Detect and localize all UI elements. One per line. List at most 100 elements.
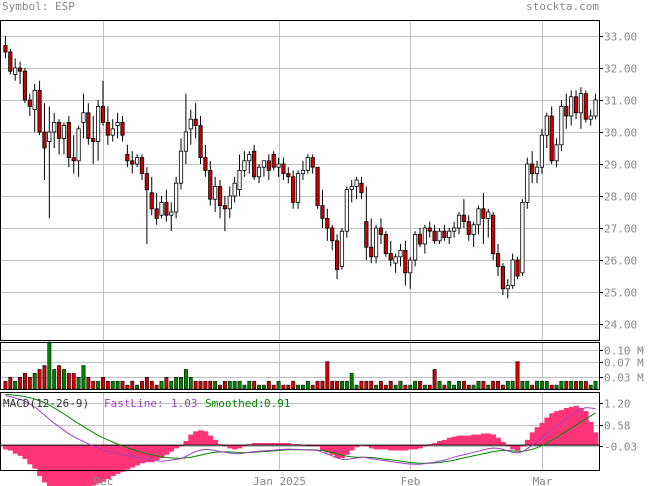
macd-tick-label: 0.58: [604, 420, 631, 433]
candle-body: [461, 214, 466, 222]
macd-histogram-bar: [519, 445, 526, 447]
volume-bar: [296, 384, 301, 390]
macd-histogram-bar: [310, 445, 316, 447]
candle-body: [247, 153, 252, 162]
volume-bar: [42, 365, 47, 390]
volume-bar: [291, 380, 296, 390]
candle-body: [159, 201, 164, 216]
candle-body: [505, 285, 510, 290]
candle-body: [310, 157, 315, 168]
volume-bar: [549, 384, 554, 390]
candle-body: [86, 112, 91, 139]
volume-bar: [569, 380, 574, 390]
volume-bar: [276, 380, 281, 390]
volume-bar: [393, 384, 398, 390]
macd-histogram-bar: [593, 432, 599, 446]
candle-body: [315, 166, 320, 206]
volume-bar: [281, 384, 286, 390]
volume-bar: [471, 384, 476, 390]
price-tick-label: 31.00: [604, 95, 637, 108]
candle-body: [154, 208, 159, 219]
volume-bar: [588, 384, 593, 390]
candle-body: [398, 249, 403, 258]
macd-histogram-bar: [202, 431, 209, 446]
candle-body: [81, 112, 86, 123]
candle-body: [349, 185, 354, 190]
candle-body: [515, 259, 520, 277]
macd-histogram-bar: [393, 445, 399, 451]
macd-histogram-bar: [485, 433, 492, 446]
macd-histogram-bar: [320, 445, 326, 451]
volume-bar: [213, 380, 218, 390]
site-label[interactable]: stockta.com: [526, 0, 599, 13]
macd-histogram-bar: [110, 445, 116, 477]
macd-smooth-label: Smoothed:: [205, 397, 265, 410]
macd-histogram-bar: [398, 445, 404, 451]
volume-bar: [203, 380, 208, 390]
candle-body: [500, 265, 505, 290]
macd-histogram-bar: [495, 437, 501, 446]
macd-histogram-bar: [554, 411, 560, 446]
candle-body: [295, 173, 301, 203]
macd-histogram-bar: [217, 444, 223, 446]
candle-body: [452, 227, 457, 232]
macd-histogram-bar: [568, 406, 575, 446]
grid-layer: [0, 20, 599, 470]
candle-body: [383, 233, 388, 254]
macd-histogram-bar: [227, 445, 233, 449]
macd-histogram-bar: [193, 431, 199, 446]
macd-histogram-bar: [105, 445, 111, 480]
macd-histogram-bar: [480, 433, 487, 446]
candle-body: [476, 208, 481, 226]
volume-bar: [388, 380, 393, 390]
symbol-label: Symbol: ESP: [2, 0, 75, 13]
candle-body: [593, 99, 598, 117]
macd-histogram-bar: [285, 443, 292, 446]
macd-tick-label: -0.03: [604, 441, 637, 454]
candle-body: [364, 221, 369, 248]
candle-body: [374, 227, 379, 258]
volume-bar: [578, 380, 583, 390]
volume-bar: [154, 384, 159, 390]
candle-body: [456, 214, 462, 229]
candle-body: [203, 157, 208, 171]
candle-body: [110, 128, 115, 136]
volume-bar: [286, 384, 291, 390]
volume-bar: [349, 373, 354, 390]
macd-tick-label: 1.20: [604, 398, 631, 411]
macd-histogram-bar: [12, 445, 19, 454]
volume-bar: [144, 377, 149, 390]
candle-body: [149, 192, 154, 210]
macd-layer: [0, 393, 599, 486]
candle-body: [188, 118, 193, 130]
macd-histogram-bar: [115, 445, 121, 474]
candle-body: [481, 208, 486, 219]
candle-body: [334, 240, 340, 271]
volume-bar: [218, 384, 222, 390]
macd-histogram-bar: [334, 445, 340, 458]
volume-bar: [271, 384, 276, 390]
macd-histogram-bar: [27, 445, 33, 465]
volume-bar: [252, 380, 257, 390]
macd-histogram-bar: [100, 445, 106, 482]
macd-histogram-bar: [139, 445, 145, 464]
macd-histogram-bar: [446, 437, 453, 446]
candle-body: [588, 115, 593, 120]
macd-histogram-bar: [241, 445, 248, 447]
candle-body: [178, 150, 184, 184]
volume-bar: [422, 384, 427, 390]
price-tick-label: 28.00: [604, 191, 637, 204]
macd-panel-frame: [0, 392, 600, 471]
volume-panel-frame: [0, 342, 600, 390]
candle-body: [276, 163, 281, 168]
macd-histogram-bar: [280, 443, 287, 446]
macd-histogram-bar: [246, 444, 253, 446]
macd-histogram-bar: [315, 445, 321, 447]
volume-bar: [135, 384, 140, 390]
candle-body: [583, 93, 588, 120]
volume-bar: [47, 341, 52, 390]
volume-bar: [369, 380, 374, 390]
candle-body: [525, 163, 530, 203]
volume-bar: [564, 380, 569, 390]
